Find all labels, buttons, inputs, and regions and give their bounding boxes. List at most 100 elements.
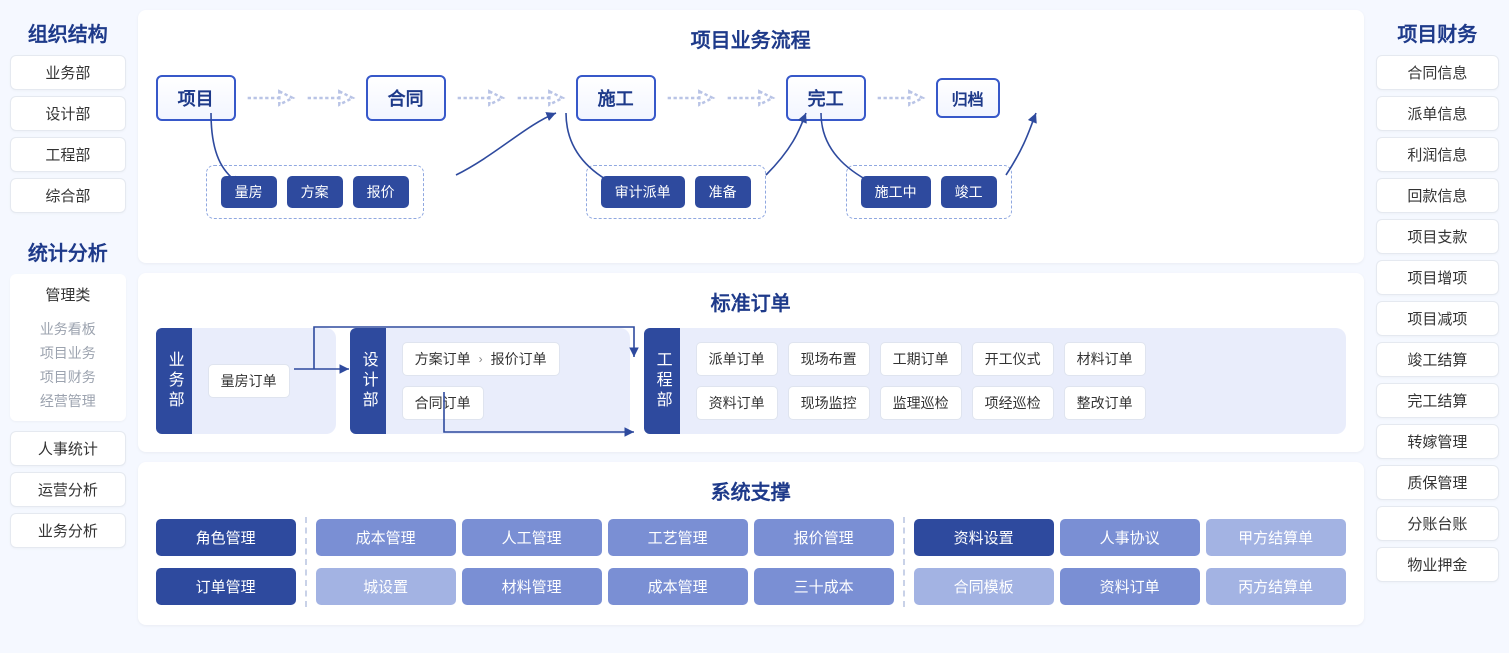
- sidebar-item[interactable]: 质保管理: [1376, 465, 1499, 500]
- order-box[interactable]: 现场布置: [788, 342, 870, 376]
- flow-sub-group: 审计派单准备: [586, 165, 766, 219]
- sidebar-item[interactable]: 人事统计: [10, 431, 126, 466]
- order-box[interactable]: 工期订单: [880, 342, 962, 376]
- flow-sub-pill[interactable]: 准备: [695, 176, 751, 208]
- support-button[interactable]: 工艺管理: [608, 519, 748, 556]
- sidebar-item[interactable]: 转嫁管理: [1376, 424, 1499, 459]
- flow-sub-pill[interactable]: 施工中: [861, 176, 931, 208]
- flow-sub-pill[interactable]: 量房: [221, 176, 277, 208]
- arrow-dashed-icon: [306, 86, 356, 110]
- finance-title: 项目财务: [1376, 10, 1499, 55]
- order-box[interactable]: 派单订单: [696, 342, 778, 376]
- support-button[interactable]: 角色管理: [156, 519, 296, 556]
- sidebar-sub-item[interactable]: 业务看板: [16, 317, 120, 341]
- finance-items: 合同信息派单信息利润信息回款信息项目支款项目增项项目减项竣工结算完工结算转嫁管理…: [1376, 55, 1499, 582]
- sidebar-item[interactable]: 运营分析: [10, 472, 126, 507]
- arrow-dashed-icon: [876, 86, 926, 110]
- support-button[interactable]: 三十成本: [754, 568, 894, 605]
- dept-label: 业务部: [156, 328, 192, 434]
- flow-stage[interactable]: 完工: [786, 75, 866, 121]
- flow-sub-pill[interactable]: 报价: [353, 176, 409, 208]
- dept-label: 工程部: [644, 328, 680, 434]
- support-button[interactable]: 订单管理: [156, 568, 296, 605]
- sidebar-item[interactable]: 利润信息: [1376, 137, 1499, 172]
- support-button[interactable]: 人工管理: [462, 519, 602, 556]
- support-button[interactable]: 人事协议: [1060, 519, 1200, 556]
- orders-title: 标准订单: [156, 283, 1346, 328]
- flow-stage[interactable]: 合同: [366, 75, 446, 121]
- dept-block-engineering: 工程部 派单订单现场布置工期订单开工仪式材料订单资料订单现场监控监理巡检项经巡检…: [644, 328, 1346, 434]
- dept-block-design: 设计部 方案订单 › 报价订单 合同订单: [350, 328, 630, 434]
- orders-row: 业务部 量房订单 设计部 方案订单 › 报价订单: [156, 328, 1346, 434]
- order-box[interactable]: 监理巡检: [880, 386, 962, 420]
- stats-head: 管理类: [16, 282, 120, 311]
- sidebar-item[interactable]: 业务分析: [10, 513, 126, 548]
- support-button[interactable]: 资料订单: [1060, 568, 1200, 605]
- org-items: 业务部设计部工程部综合部: [10, 55, 126, 213]
- support-button[interactable]: 报价管理: [754, 519, 894, 556]
- sidebar-item[interactable]: 项目增项: [1376, 260, 1499, 295]
- flow-sub-pill[interactable]: 方案: [287, 176, 343, 208]
- support-title: 系统支撑: [156, 472, 1346, 517]
- chevron-right-icon: ›: [479, 352, 483, 366]
- arrow-dashed-icon: [456, 86, 506, 110]
- support-button[interactable]: 资料设置: [914, 519, 1054, 556]
- order-box[interactable]: 整改订单: [1064, 386, 1146, 420]
- divider: [305, 517, 307, 607]
- stats-section: 统计分析 管理类 业务看板项目业务项目财务经营管理 人事统计运营分析业务分析: [10, 229, 126, 548]
- sidebar-item[interactable]: 设计部: [10, 96, 126, 131]
- order-box[interactable]: 合同订单: [402, 386, 484, 420]
- support-button[interactable]: 甲方结算单: [1206, 519, 1346, 556]
- flow-title: 项目业务流程: [156, 20, 1346, 65]
- sidebar-item[interactable]: 派单信息: [1376, 96, 1499, 131]
- flow-stage[interactable]: 归档: [936, 78, 1000, 118]
- flow-sub-group: 施工中竣工: [846, 165, 1012, 219]
- stats-sublist: 管理类 业务看板项目业务项目财务经营管理: [10, 274, 126, 421]
- support-button[interactable]: 城设置: [316, 568, 456, 605]
- sidebar-item[interactable]: 物业押金: [1376, 547, 1499, 582]
- order-box[interactable]: 项经巡检: [972, 386, 1054, 420]
- support-grid: 角色管理成本管理人工管理工艺管理报价管理资料设置人事协议甲方结算单订单管理城设置…: [156, 517, 1346, 607]
- sidebar-item[interactable]: 项目支款: [1376, 219, 1499, 254]
- order-box[interactable]: 资料订单: [696, 386, 778, 420]
- sidebar-item[interactable]: 工程部: [10, 137, 126, 172]
- arrow-dashed-icon: [516, 86, 566, 110]
- support-button[interactable]: 材料管理: [462, 568, 602, 605]
- support-button[interactable]: 成本管理: [608, 568, 748, 605]
- sidebar-item[interactable]: 竣工结算: [1376, 342, 1499, 377]
- order-box[interactable]: 材料订单: [1064, 342, 1146, 376]
- arrow-dashed-icon: [246, 86, 296, 110]
- sidebar-item[interactable]: 项目减项: [1376, 301, 1499, 336]
- sidebar-item[interactable]: 综合部: [10, 178, 126, 213]
- flow-stage[interactable]: 项目: [156, 75, 236, 121]
- arrow-dashed-icon: [726, 86, 776, 110]
- divider: [903, 517, 905, 607]
- stats-sub-items: 业务看板项目业务项目财务经营管理: [16, 317, 120, 413]
- right-sidebar: 项目财务 合同信息派单信息利润信息回款信息项目支款项目增项项目减项竣工结算完工结…: [1376, 10, 1499, 643]
- support-button[interactable]: 成本管理: [316, 519, 456, 556]
- order-box[interactable]: 开工仪式: [972, 342, 1054, 376]
- support-button[interactable]: 丙方结算单: [1206, 568, 1346, 605]
- order-label: 报价订单: [491, 349, 547, 369]
- flow-main-row: 项目 合同 施工 完工 归档: [156, 75, 1346, 121]
- sidebar-item[interactable]: 回款信息: [1376, 178, 1499, 213]
- left-sidebar: 组织结构 业务部设计部工程部综合部 统计分析 管理类 业务看板项目业务项目财务经…: [10, 10, 126, 643]
- sidebar-item[interactable]: 分账台账: [1376, 506, 1499, 541]
- sidebar-item[interactable]: 业务部: [10, 55, 126, 90]
- dept3-grid: 派单订单现场布置工期订单开工仪式材料订单资料订单现场监控监理巡检项经巡检整改订单: [696, 342, 1146, 420]
- order-box[interactable]: 方案订单 › 报价订单: [402, 342, 560, 376]
- stats-extra: 人事统计运营分析业务分析: [10, 431, 126, 548]
- order-box[interactable]: 量房订单: [208, 364, 290, 398]
- org-section: 组织结构 业务部设计部工程部综合部: [10, 10, 126, 213]
- flow-sub-pill[interactable]: 审计派单: [601, 176, 685, 208]
- order-box[interactable]: 现场监控: [788, 386, 870, 420]
- sidebar-sub-item[interactable]: 经营管理: [16, 389, 120, 413]
- dept-block-business: 业务部 量房订单: [156, 328, 336, 434]
- sidebar-sub-item[interactable]: 项目业务: [16, 341, 120, 365]
- sidebar-item[interactable]: 合同信息: [1376, 55, 1499, 90]
- support-button[interactable]: 合同模板: [914, 568, 1054, 605]
- sidebar-item[interactable]: 完工结算: [1376, 383, 1499, 418]
- flow-stage[interactable]: 施工: [576, 75, 656, 121]
- sidebar-sub-item[interactable]: 项目财务: [16, 365, 120, 389]
- flow-sub-pill[interactable]: 竣工: [941, 176, 997, 208]
